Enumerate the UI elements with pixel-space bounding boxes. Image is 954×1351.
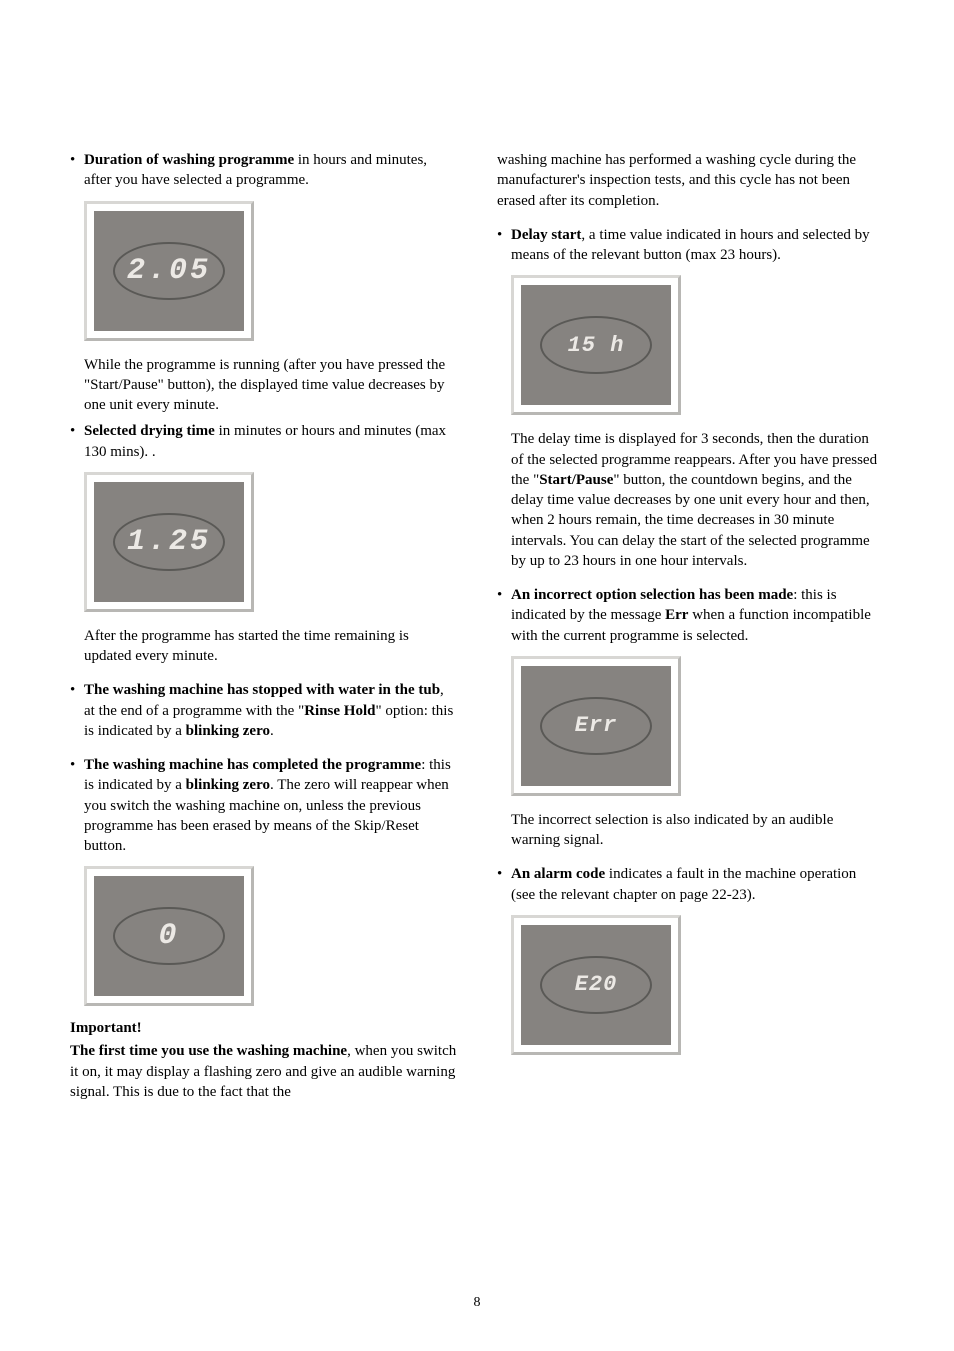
right-item-3: • An alarm code indicates a fault in the… xyxy=(497,864,884,905)
continuation-para: washing machine has performed a washing … xyxy=(497,150,884,211)
display-inner: E20 xyxy=(521,925,671,1045)
display-oval: 2.05 xyxy=(113,242,225,300)
bullet-dot: • xyxy=(70,421,84,462)
display-value: 1.25 xyxy=(127,525,211,559)
display-value: Err xyxy=(575,713,618,738)
display-inner: 2.05 xyxy=(94,211,244,331)
item-text: An alarm code indicates a fault in the m… xyxy=(511,864,884,905)
bullet-dot: • xyxy=(70,680,84,741)
bullet-dot: • xyxy=(70,755,84,856)
display-oval: E20 xyxy=(540,956,652,1014)
item-text: The washing machine has completed the pr… xyxy=(84,755,457,856)
item-after-text: After the programme has started the time… xyxy=(84,626,457,667)
display-box-alarm: E20 xyxy=(511,915,681,1055)
display-inner: 0 xyxy=(94,876,244,996)
display-value: E20 xyxy=(575,972,618,997)
display-box-zero: 0 xyxy=(84,866,254,1006)
display-value: 0 xyxy=(158,919,179,953)
bullet-dot: • xyxy=(497,225,511,266)
left-item-4: • The washing machine has completed the … xyxy=(70,755,457,856)
item-text: An incorrect option selection has been m… xyxy=(511,585,884,646)
left-item-1: • Duration of washing programme in hours… xyxy=(70,150,457,191)
display-value: 2.05 xyxy=(127,254,211,288)
display-box-err: Err xyxy=(511,656,681,796)
display-oval: 1.25 xyxy=(113,513,225,571)
left-item-3: • The washing machine has stopped with w… xyxy=(70,680,457,741)
display-box-drying: 1.25 xyxy=(84,472,254,612)
display-oval: 15 h xyxy=(540,316,652,374)
page-number: 8 xyxy=(0,1295,954,1311)
important-heading: Important! xyxy=(70,1020,457,1037)
item-text: Delay start, a time value indicated in h… xyxy=(511,225,884,266)
item-text: The washing machine has stopped with wat… xyxy=(84,680,457,741)
left-column: • Duration of washing programme in hours… xyxy=(70,150,457,1102)
display-box-duration: 2.05 xyxy=(84,201,254,341)
right-item-1: • Delay start, a time value indicated in… xyxy=(497,225,884,266)
item-after-text: The incorrect selection is also indicate… xyxy=(511,810,884,851)
display-inner: Err xyxy=(521,666,671,786)
display-inner: 1.25 xyxy=(94,482,244,602)
display-value: 15 h xyxy=(568,333,625,358)
display-box-delay: 15 h xyxy=(511,275,681,415)
item-after-text: While the programme is running (after yo… xyxy=(84,355,457,416)
important-text: The first time you use the washing machi… xyxy=(70,1041,457,1102)
bullet-dot: • xyxy=(497,585,511,646)
page-columns: • Duration of washing programme in hours… xyxy=(0,0,954,1142)
bullet-dot: • xyxy=(497,864,511,905)
right-column: washing machine has performed a washing … xyxy=(497,150,884,1102)
item-text: Selected drying time in minutes or hours… xyxy=(84,421,457,462)
bullet-dot: • xyxy=(70,150,84,191)
left-item-2: • Selected drying time in minutes or hou… xyxy=(70,421,457,462)
display-oval: 0 xyxy=(113,907,225,965)
display-inner: 15 h xyxy=(521,285,671,405)
right-item-2: • An incorrect option selection has been… xyxy=(497,585,884,646)
display-oval: Err xyxy=(540,697,652,755)
item-after-text: The delay time is displayed for 3 second… xyxy=(511,429,884,571)
item-text: Duration of washing programme in hours a… xyxy=(84,150,457,191)
